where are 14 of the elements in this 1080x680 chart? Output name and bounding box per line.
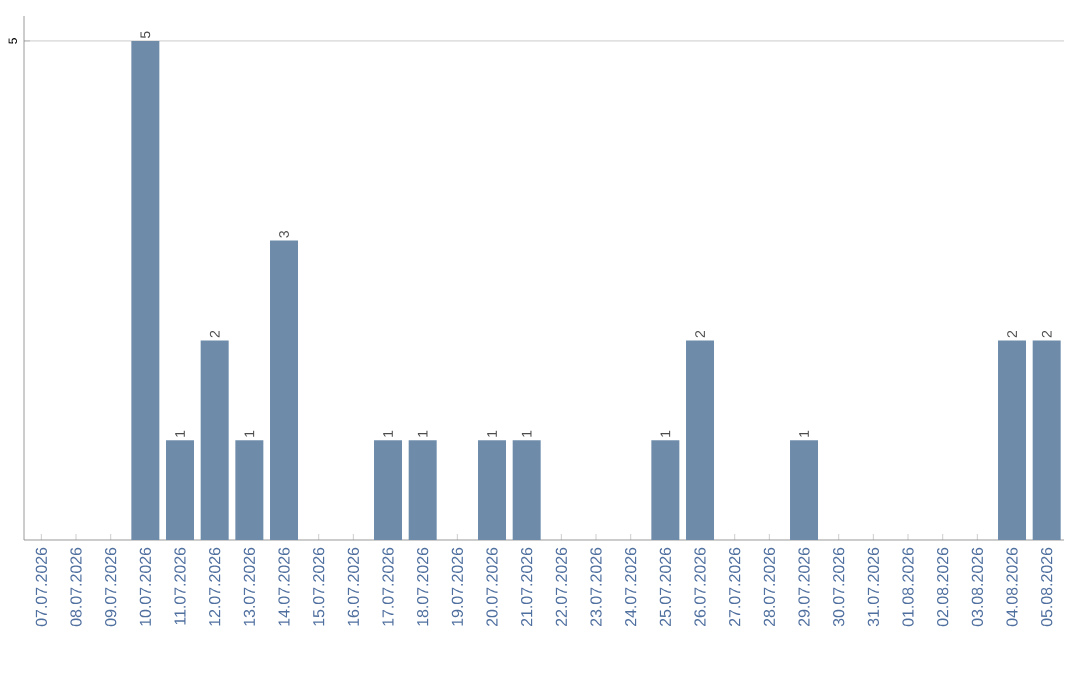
bar: [235, 440, 264, 540]
bar: [998, 340, 1027, 540]
bar: [374, 440, 403, 540]
bar: [790, 440, 819, 540]
bar: [270, 240, 299, 540]
bar: [686, 340, 715, 540]
bar: [512, 440, 541, 540]
bar: [200, 340, 229, 540]
bar: [478, 440, 507, 540]
bar: [131, 40, 160, 540]
bar: [651, 440, 680, 540]
bar: [1032, 340, 1061, 540]
bar: [408, 440, 437, 540]
bar: [166, 440, 195, 540]
